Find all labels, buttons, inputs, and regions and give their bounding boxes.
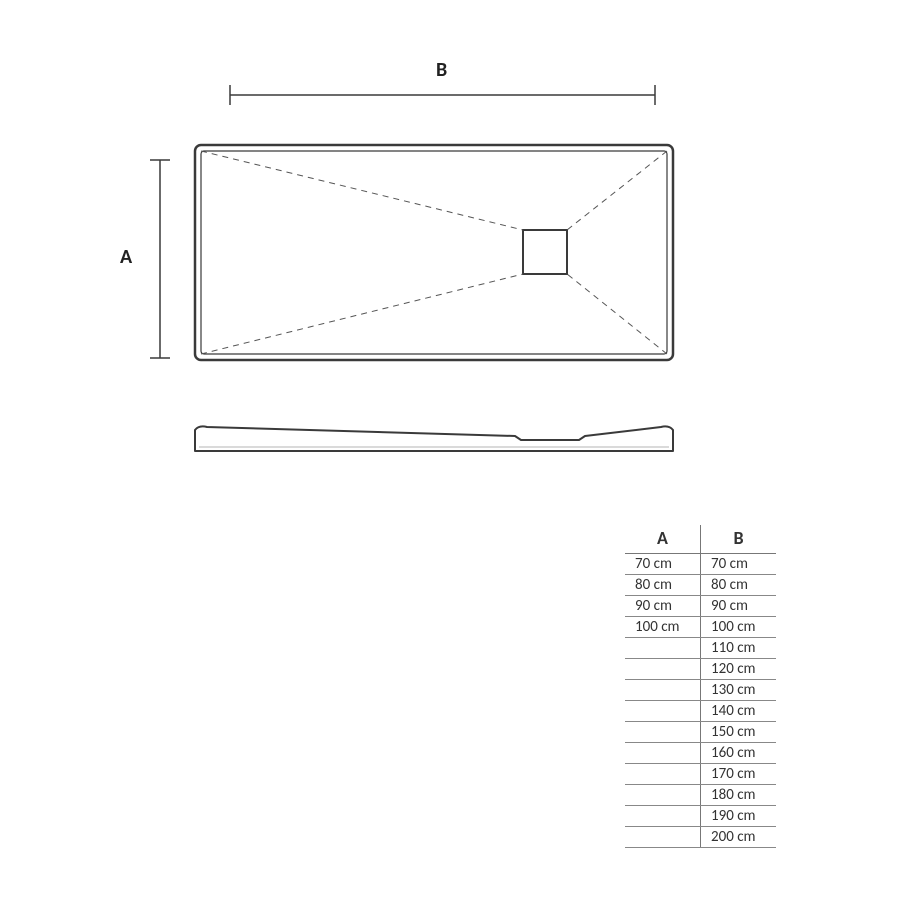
table-cell: 160 cm [701, 743, 777, 764]
dimension-table: A B 70 cm70 cm80 cm80 cm90 cm90 cm100 cm… [625, 525, 776, 848]
table-cell [625, 764, 701, 785]
table-row: 80 cm80 cm [625, 575, 776, 596]
table-cell: 190 cm [701, 806, 777, 827]
table-cell: 140 cm [701, 701, 777, 722]
table-header-b: B [701, 525, 777, 554]
table-cell [625, 743, 701, 764]
table-cell [625, 722, 701, 743]
table-cell: 80 cm [701, 575, 777, 596]
table-row: 90 cm90 cm [625, 596, 776, 617]
table-cell [625, 701, 701, 722]
table-row: 190 cm [625, 806, 776, 827]
table-row: 180 cm [625, 785, 776, 806]
table-cell: 90 cm [701, 596, 777, 617]
table-cell: 70 cm [701, 554, 777, 575]
dimension-label-b: B [436, 58, 447, 82]
table-cell: 80 cm [625, 575, 701, 596]
table-cell [625, 827, 701, 848]
table-row: 100 cm100 cm [625, 617, 776, 638]
table-cell: 180 cm [701, 785, 777, 806]
table-cell: 120 cm [701, 659, 777, 680]
table-row: 120 cm [625, 659, 776, 680]
table-cell: 200 cm [701, 827, 777, 848]
table-row: 160 cm [625, 743, 776, 764]
table-cell: 70 cm [625, 554, 701, 575]
table-row: 200 cm [625, 827, 776, 848]
technical-drawing-svg [0, 0, 900, 520]
table-cell: 100 cm [625, 617, 701, 638]
table-cell [625, 638, 701, 659]
table-row: 110 cm [625, 638, 776, 659]
table-row: 130 cm [625, 680, 776, 701]
table-cell: 130 cm [701, 680, 777, 701]
table-cell [625, 680, 701, 701]
table-cell: 170 cm [701, 764, 777, 785]
table-row: 70 cm70 cm [625, 554, 776, 575]
table-row: 150 cm [625, 722, 776, 743]
drawing-canvas: B A A B 70 cm70 cm80 cm80 cm90 cm90 cm10… [0, 0, 900, 900]
table-cell [625, 785, 701, 806]
table-cell: 110 cm [701, 638, 777, 659]
dimension-label-a: A [120, 245, 132, 269]
table-cell: 100 cm [701, 617, 777, 638]
table-row: 140 cm [625, 701, 776, 722]
table-cell [625, 806, 701, 827]
table-row: 170 cm [625, 764, 776, 785]
table-cell: 150 cm [701, 722, 777, 743]
table-cell [625, 659, 701, 680]
table-header-a: A [625, 525, 701, 554]
table-cell: 90 cm [625, 596, 701, 617]
